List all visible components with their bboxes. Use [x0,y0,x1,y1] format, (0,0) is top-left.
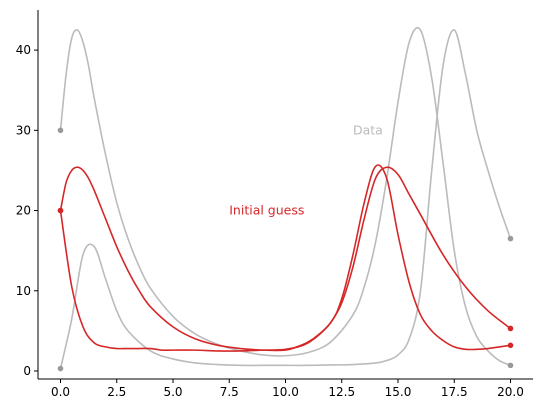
y-tick-label: 40 [16,43,31,57]
y-tick-label: 10 [16,284,31,298]
series-3-end-point [507,325,514,332]
series-2-start-point [57,365,64,372]
annotation-label: Initial guess [229,203,304,218]
x-tick-label: 0.0 [51,385,70,399]
series-line-4 [59,164,511,352]
series-1-end-point [507,362,514,369]
x-tick-label: 2.5 [107,385,126,399]
y-axis: 0 10 20 30 40 [16,10,39,379]
x-tick-label: 12.5 [328,385,355,399]
x-tick-label: 20.0 [497,385,524,399]
series-2-end-point [507,235,514,242]
series-line-1 [59,26,511,367]
x-tick-label: 5.0 [163,385,182,399]
x-tick-label: 7.5 [220,385,239,399]
series-4-end-point [507,342,514,349]
x-tick-label: 15.0 [385,385,412,399]
series-line-3 [59,166,511,352]
series-1-start-point [57,127,64,134]
annotations: Data Initial guess [229,122,383,217]
x-axis: 0.0 2.5 5.0 7.5 10.0 12.5 15.0 17.5 20.0 [38,378,533,399]
y-tick-label: 0 [23,364,31,378]
series-line-2 [59,29,512,369]
y-tick-label: 20 [16,204,31,218]
x-tick-label: 10.0 [272,385,299,399]
plot-area [57,26,514,372]
y-tick-label: 30 [16,123,31,137]
series-4-start-point [57,207,64,214]
x-tick-label: 17.5 [441,385,468,399]
annotation-label: Data [353,122,383,137]
